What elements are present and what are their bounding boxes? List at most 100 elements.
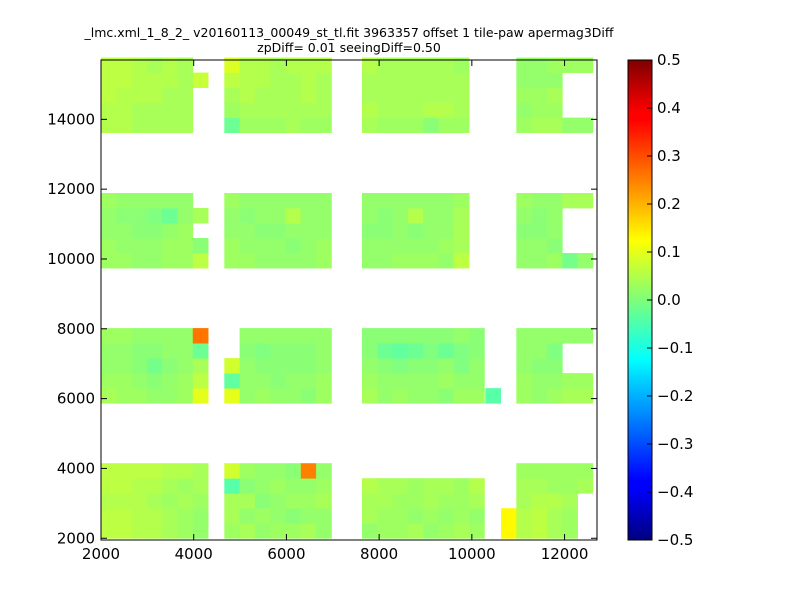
heatmap-cell — [531, 478, 548, 494]
heatmap-cell — [162, 117, 178, 134]
heatmap-cell — [316, 117, 332, 134]
heatmap-cell — [146, 523, 163, 539]
heatmap-cell — [407, 193, 424, 209]
heatmap-cell — [423, 238, 439, 254]
heatmap-cell — [516, 208, 533, 224]
heatmap-cell — [377, 117, 393, 134]
heatmap-cell — [192, 388, 209, 404]
y-tick-label: 10000 — [47, 250, 95, 268]
heatmap-cell — [162, 102, 178, 118]
heatmap-cell — [239, 57, 256, 73]
heatmap-cell — [423, 388, 439, 404]
heatmap-cell — [361, 72, 378, 88]
heatmap-cell — [131, 493, 148, 509]
heatmap-cell — [531, 57, 548, 73]
heatmap-cell — [316, 478, 332, 494]
heatmap-cell — [361, 523, 378, 539]
heatmap-cell — [423, 102, 439, 118]
heatmap-cell — [270, 238, 286, 254]
heatmap-cell — [101, 463, 117, 479]
heatmap-cell — [453, 478, 470, 494]
heatmap-cell — [531, 373, 548, 389]
heatmap-cell — [177, 238, 194, 254]
heatmap-cell — [224, 208, 240, 224]
heatmap-cell — [101, 373, 117, 389]
heatmap-cell — [270, 523, 286, 539]
heatmap-cell — [300, 117, 317, 134]
colorbar-axis: −0.5 −0.4 −0.3 −0.2 −0.1 0.0 0.1 0.2 0.3 0.4 0.5 — [647, 51, 693, 549]
heatmap-cell — [224, 87, 240, 103]
heatmap-cell — [116, 328, 132, 344]
heatmap-cell — [146, 117, 163, 134]
heatmap-cell — [423, 523, 439, 539]
heatmap-cell — [177, 388, 194, 404]
heatmap-cell — [285, 493, 302, 509]
heatmap-cell — [407, 343, 424, 359]
heatmap-cell — [300, 493, 317, 509]
heatmap-cell — [438, 523, 455, 539]
heatmap-cell — [224, 373, 240, 389]
heatmap-cell — [316, 87, 332, 103]
heatmap-cell — [562, 328, 578, 344]
heatmap-cell — [562, 373, 578, 389]
heatmap-cell — [562, 388, 578, 404]
heatmap-cell — [407, 388, 424, 404]
heatmap-cell — [392, 373, 409, 389]
heatmap-cell — [407, 508, 424, 524]
heatmap-cell — [377, 87, 393, 103]
heatmap-cell — [146, 478, 163, 494]
heatmap-cell — [162, 463, 178, 479]
heatmap-cell — [162, 508, 178, 524]
heatmap-cell — [377, 102, 393, 118]
heatmap-cell — [453, 117, 470, 134]
heatmap-cell — [116, 193, 132, 209]
heatmap-cell — [531, 238, 548, 254]
heatmap-cell — [101, 223, 117, 239]
heatmap-cell — [453, 253, 470, 269]
heatmap-cell — [392, 238, 409, 254]
heatmap-cell — [438, 478, 455, 494]
heatmap-cell — [546, 358, 563, 374]
heatmap-cell — [469, 358, 485, 374]
heatmap-cell — [116, 223, 132, 239]
heatmap-cell — [101, 493, 117, 509]
heatmap-cell — [453, 87, 470, 103]
heatmap-cell — [300, 508, 317, 524]
heatmap-cell — [270, 493, 286, 509]
heatmap-cell — [423, 493, 439, 509]
heatmap-cell — [116, 523, 132, 539]
heatmap-cell — [516, 193, 533, 209]
heatmap-cell — [254, 508, 271, 524]
heatmap-cell — [177, 463, 194, 479]
heatmap-cell — [469, 343, 485, 359]
heatmap-cell — [531, 493, 548, 509]
heatmap-cell — [239, 388, 256, 404]
heatmap-cell — [101, 117, 117, 134]
heatmap-cell — [192, 238, 209, 254]
heatmap-cell — [162, 373, 178, 389]
heatmap-cell — [254, 478, 271, 494]
heatmap-cell — [562, 57, 578, 73]
heatmap-cell — [316, 508, 332, 524]
heatmap-cells — [101, 57, 594, 539]
heatmap-cell — [407, 493, 424, 509]
heatmap-cell — [546, 508, 563, 524]
heatmap-cell — [116, 388, 132, 404]
heatmap-cell — [101, 72, 117, 88]
heatmap-cell — [146, 223, 163, 239]
heatmap-cell — [438, 72, 455, 88]
heatmap-cell — [407, 478, 424, 494]
colorbar-tick-label: 0.5 — [657, 51, 681, 69]
heatmap-cell — [361, 238, 378, 254]
heatmap-cell — [316, 343, 332, 359]
heatmap-cell — [407, 57, 424, 73]
y-axis: 2000 4000 6000 8000 10000 12000 14000 — [47, 110, 597, 547]
heatmap-cell — [285, 253, 302, 269]
heatmap-cell — [270, 373, 286, 389]
heatmap-cell — [146, 102, 163, 118]
heatmap-cell — [285, 117, 302, 134]
heatmap-cell — [361, 193, 378, 209]
heatmap-cell — [254, 493, 271, 509]
heatmap-cell — [316, 328, 332, 344]
heatmap-cell — [546, 493, 563, 509]
